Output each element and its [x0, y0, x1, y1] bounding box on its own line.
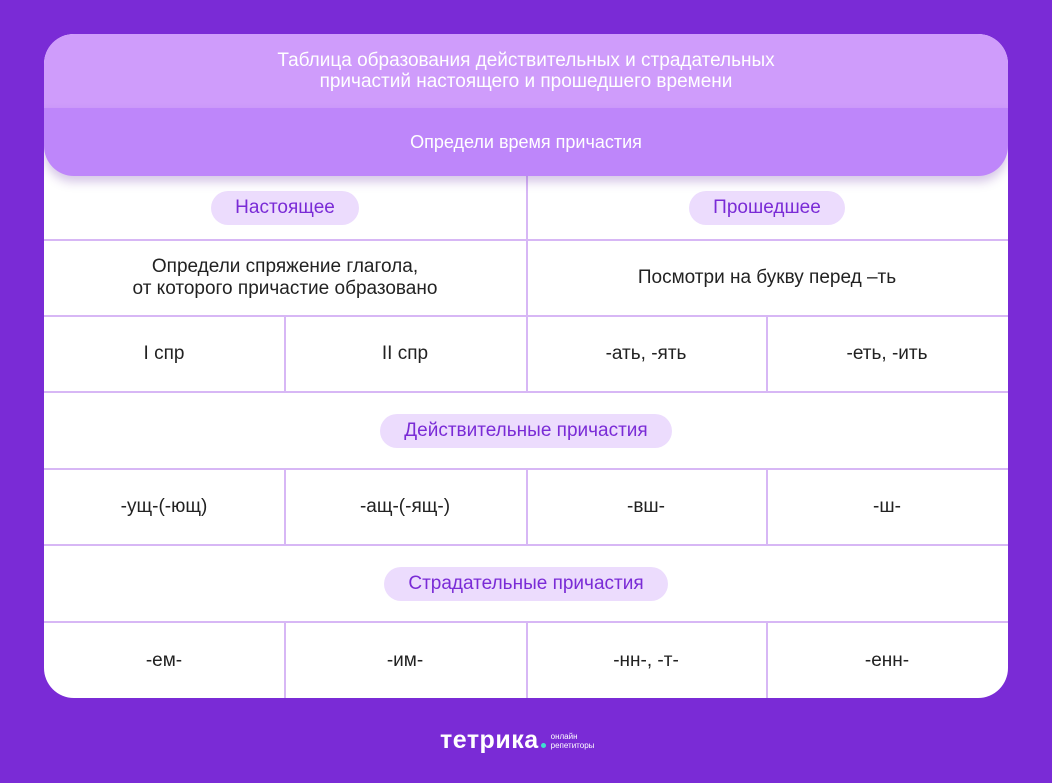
brand-logo-tagline: онлайн репетиторы	[551, 732, 595, 750]
suffix-cell: -вш-	[627, 496, 665, 517]
divider-vertical-left	[284, 469, 286, 545]
suffix-cell: -им-	[386, 649, 424, 671]
class-row: I спр II спр -ать, -ять -еть, -ить	[44, 317, 1008, 391]
brand-logo: тетрика онлайн репетиторы	[440, 726, 594, 755]
instruction-past: Посмотри на букву перед –ть	[526, 241, 1008, 315]
divider-vertical-left	[284, 316, 286, 392]
divider-horizontal	[44, 391, 1008, 393]
brand-logo-wordmark: тетрика	[440, 726, 539, 754]
brand-logo-tagline-line-2: репетиторы	[550, 740, 595, 750]
tense-past-pill: Прошедшее	[689, 190, 845, 225]
subtitle-text: Определи время причастия	[410, 131, 642, 152]
table-title: Таблица образования действительных и стр…	[44, 34, 1008, 108]
divider-vertical-center	[526, 622, 528, 698]
tense-present-cell: Настоящее	[44, 176, 526, 239]
suffix-cell: -ш-	[873, 496, 901, 517]
instruction-present-line-2: от которого причастие образовано	[132, 278, 438, 299]
divider-vertical-center	[526, 176, 528, 392]
divider-horizontal	[44, 239, 1008, 241]
table-title-line-2: причастий настоящего и прошедшего времен…	[319, 71, 733, 92]
passive-heading-row: Страдательные причастия	[44, 546, 1008, 621]
brand-logo-tagline-line-1: онлайн	[550, 731, 578, 741]
suffix-cell: -ащ-(-ящ-)	[359, 496, 451, 517]
instruction-row: Определи спряжение глагола, от которого …	[44, 241, 1008, 315]
tense-present-pill: Настоящее	[211, 190, 359, 225]
divider-horizontal	[44, 315, 1008, 317]
instruction-present-line-1: Определи спряжение глагола,	[151, 256, 419, 277]
passive-heading-cell: Страдательные причастия	[44, 546, 1008, 621]
table-subtitle: Определи время причастия	[44, 108, 1008, 176]
suffix-cell: -ущ-(-ющ)	[120, 496, 208, 517]
class-cell: -ать, -ять	[605, 343, 687, 364]
divider-vertical-right	[766, 469, 768, 545]
instruction-past-text: Посмотри на букву перед –ть	[637, 267, 897, 288]
class-cell: -еть, -ить	[846, 343, 928, 364]
active-heading-cell: Действительные причастия	[44, 393, 1008, 468]
suffix-cell: -енн-	[864, 649, 910, 671]
divider-vertical-right	[766, 622, 768, 698]
active-suffix-row: -ущ-(-ющ) -ащ-(-ящ-) -вш- -ш-	[44, 470, 1008, 544]
brand-logo-dot-icon	[540, 743, 546, 748]
class-cell: I спр	[143, 343, 185, 364]
suffix-cell: -нн-, -т-	[613, 649, 679, 671]
tense-row: Настоящее Прошедшее	[44, 176, 1008, 239]
class-cell: II спр	[381, 343, 429, 364]
rules-table-card: Таблица образования действительных и стр…	[44, 34, 1008, 698]
divider-horizontal	[44, 544, 1008, 546]
passive-heading-pill: Страдательные причастия	[384, 566, 668, 601]
divider-vertical-center	[526, 469, 528, 545]
divider-vertical-left	[284, 622, 286, 698]
table-title-line-1: Таблица образования действительных и стр…	[277, 50, 775, 71]
passive-suffix-row: -ем- -им- -нн-, -т- -енн-	[44, 623, 1008, 698]
divider-vertical-right	[766, 316, 768, 392]
suffix-cell: -ем-	[145, 649, 183, 671]
tense-past-cell: Прошедшее	[526, 176, 1008, 239]
active-heading-row: Действительные причастия	[44, 393, 1008, 468]
active-heading-pill: Действительные причастия	[380, 413, 672, 448]
instruction-present: Определи спряжение глагола, от которого …	[44, 241, 526, 315]
